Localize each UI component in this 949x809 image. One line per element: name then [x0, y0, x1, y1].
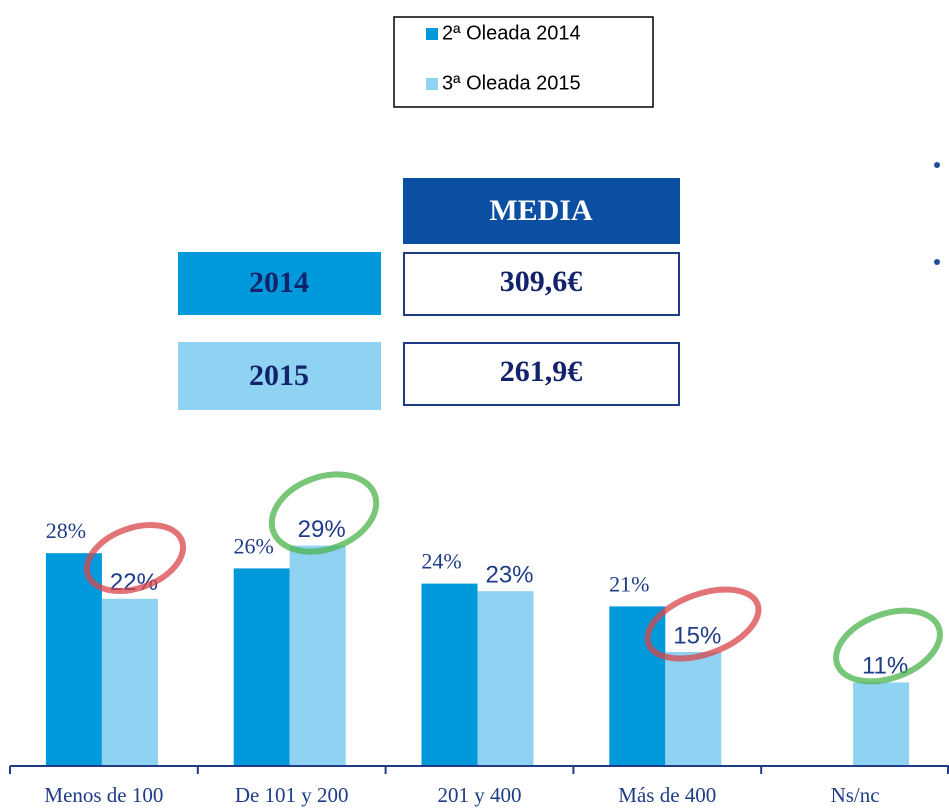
table-header-cell: [403, 178, 680, 244]
bar: [45, 553, 102, 766]
green-circle: [268, 471, 380, 555]
table-cell-text: 261,9€: [500, 355, 583, 388]
highlights: [83, 471, 943, 685]
bar: [289, 545, 346, 766]
table-cell: [403, 252, 680, 316]
red-circle: [644, 586, 762, 662]
bar: [665, 652, 722, 766]
bullet: [934, 162, 940, 168]
red-circle: [83, 522, 187, 594]
bullet: [934, 259, 940, 265]
bar: [421, 583, 478, 766]
table-cell-text: 2014: [249, 266, 309, 299]
table-cell-text: 2015: [249, 359, 309, 392]
table-header: MEDIA: [489, 194, 593, 227]
x-tick-label: 201 y 400: [438, 783, 522, 807]
legend-swatch: [426, 28, 438, 40]
bar: [477, 591, 534, 766]
data-label: 28%: [46, 518, 86, 543]
table-cell: [178, 342, 381, 410]
bar: [101, 598, 158, 766]
data-label: 15%: [673, 622, 721, 649]
table-cell: [403, 342, 680, 406]
bar: [233, 568, 290, 766]
bar: [609, 606, 666, 766]
data-label: 23%: [485, 562, 533, 589]
legend-label: 2ª Oleada 2014: [442, 22, 581, 44]
table-cell-text: 309,6€: [500, 265, 583, 298]
x-tick-label: Más de 400: [618, 783, 716, 807]
x-tick-label: Menos de 100: [44, 783, 163, 807]
legend-swatch: [426, 78, 438, 90]
table-cell: [178, 252, 381, 315]
data-label: 21%: [609, 571, 649, 596]
data-label: 29%: [298, 516, 346, 543]
x-tick-label: De 101 y 200: [235, 783, 349, 807]
data-label: 24%: [421, 549, 461, 574]
legend-label: 3ª Oleada 2015: [442, 72, 581, 94]
x-tick-label: Ns/nc: [831, 783, 880, 807]
green-circle: [833, 607, 943, 685]
bar: [853, 682, 910, 766]
data-label: 26%: [234, 533, 274, 558]
